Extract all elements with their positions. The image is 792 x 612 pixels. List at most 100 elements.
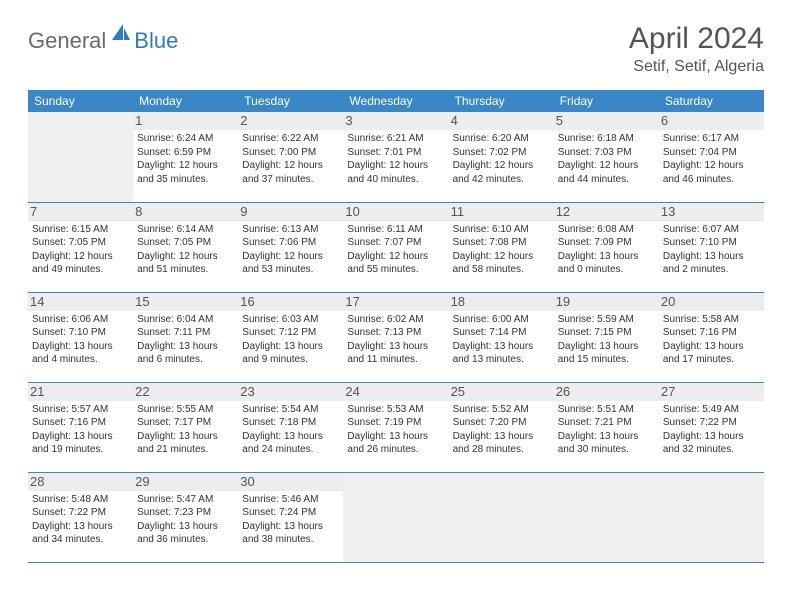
day-number: 13 (659, 203, 764, 221)
day-cell: 13 Sunrise: 6:07 AMSunset: 7:10 PMDayligh… (659, 202, 764, 292)
logo-text-blue: Blue (134, 28, 178, 54)
empty-cell (28, 112, 133, 202)
day-cell: 30Sunrise: 5:46 AMSunset: 7:24 PMDayligh… (238, 472, 343, 562)
weekday-header: Saturday (659, 90, 764, 112)
day-details: Sunrise: 5:54 AMSunset: 7:18 PMDaylight:… (242, 403, 339, 457)
day-details: Sunrise: 6:08 AMSunset: 7:09 PMDaylight:… (558, 223, 655, 277)
day-number: 23 (238, 383, 343, 401)
weekday-header: Thursday (449, 90, 554, 112)
day-cell: 5Sunrise: 6:18 AMSunset: 7:03 PMDaylight… (554, 112, 659, 202)
day-cell: 15 Sunrise: 6:04 AMSunset: 7:11 PMDayligh… (133, 292, 238, 382)
day-number: 9 (238, 203, 343, 221)
weekday-header: Sunday (28, 90, 133, 112)
calendar-week-row: 14 Sunrise: 6:06 AMSunset: 7:10 PMDayligh… (28, 292, 764, 382)
day-number: 25 (449, 383, 554, 401)
day-number: 1 (133, 112, 238, 130)
day-cell: 12 Sunrise: 6:08 AMSunset: 7:09 PMDayligh… (554, 202, 659, 292)
calendar-week-row: 28 Sunrise: 5:48 AMSunset: 7:22 PMDayligh… (28, 472, 764, 562)
day-details: Sunrise: 5:51 AMSunset: 7:21 PMDaylight:… (558, 403, 655, 457)
day-cell: 11 Sunrise: 6:10 AMSunset: 7:08 PMDayligh… (449, 202, 554, 292)
day-cell: 29 Sunrise: 5:47 AMSunset: 7:23 PMDayligh… (133, 472, 238, 562)
day-number: 8 (133, 203, 238, 221)
day-cell: 17Sunrise: 6:02 AMSunset: 7:13 PMDayligh… (343, 292, 448, 382)
day-cell: 24 Sunrise: 5:53 AMSunset: 7:19 PMDayligh… (343, 382, 448, 472)
calendar-page: General Blue April 2024 Setif, Setif, Al… (0, 0, 792, 563)
weekday-header: Monday (133, 90, 238, 112)
day-details: Sunrise: 6:04 AMSunset: 7:11 PMDaylight:… (137, 313, 234, 367)
day-details: Sunrise: 6:07 AMSunset: 7:10 PMDaylight:… (663, 223, 760, 277)
day-cell: 21Sunrise: 5:57 AMSunset: 7:16 PMDayligh… (28, 382, 133, 472)
day-details: Sunrise: 5:49 AMSunset: 7:22 PMDaylight:… (663, 403, 760, 457)
weekday-header: Wednesday (343, 90, 448, 112)
day-cell: 18Sunrise: 6:00 AMSunset: 7:14 PMDayligh… (449, 292, 554, 382)
day-details: Sunrise: 6:17 AMSunset: 7:04 PMDaylight:… (663, 132, 760, 186)
day-details: Sunrise: 6:20 AMSunset: 7:02 PMDaylight:… (453, 132, 550, 186)
day-cell: 28 Sunrise: 5:48 AMSunset: 7:22 PMDayligh… (28, 472, 133, 562)
day-cell: 26Sunrise: 5:51 AMSunset: 7:21 PMDayligh… (554, 382, 659, 472)
day-details: Sunrise: 5:52 AMSunset: 7:20 PMDaylight:… (453, 403, 550, 457)
weekday-header: Friday (554, 90, 659, 112)
day-cell: 6 Sunrise: 6:17 AMSunset: 7:04 PMDaylight… (659, 112, 764, 202)
empty-cell (449, 472, 554, 562)
day-cell: 2Sunrise: 6:22 AMSunset: 7:00 PMDaylight… (238, 112, 343, 202)
day-details: Sunrise: 5:55 AMSunset: 7:17 PMDaylight:… (137, 403, 234, 457)
day-cell: 16Sunrise: 6:03 AMSunset: 7:12 PMDayligh… (238, 292, 343, 382)
day-cell: 8 Sunrise: 6:14 AMSunset: 7:05 PMDaylight… (133, 202, 238, 292)
day-details: Sunrise: 6:10 AMSunset: 7:08 PMDaylight:… (453, 223, 550, 277)
day-details: Sunrise: 6:02 AMSunset: 7:13 PMDaylight:… (347, 313, 444, 367)
day-number: 14 (28, 293, 133, 311)
day-cell: 23 Sunrise: 5:54 AMSunset: 7:18 PMDayligh… (238, 382, 343, 472)
day-number: 6 (659, 112, 764, 130)
day-number: 20 (659, 293, 764, 311)
calendar-week-row: 21Sunrise: 5:57 AMSunset: 7:16 PMDayligh… (28, 382, 764, 472)
day-number: 28 (28, 473, 133, 491)
day-number: 19 (554, 293, 659, 311)
day-number: 11 (449, 203, 554, 221)
day-number: 2 (238, 112, 343, 130)
day-number: 4 (449, 112, 554, 130)
day-number: 29 (133, 473, 238, 491)
day-number: 7 (28, 203, 133, 221)
day-number: 22 (133, 383, 238, 401)
day-details: Sunrise: 6:14 AMSunset: 7:05 PMDaylight:… (137, 223, 234, 277)
day-cell: 4 Sunrise: 6:20 AMSunset: 7:02 PMDaylight… (449, 112, 554, 202)
calendar-week-row: 7Sunrise: 6:15 AMSunset: 7:05 PMDaylight… (28, 202, 764, 292)
calendar-table: SundayMondayTuesdayWednesdayThursdayFrid… (28, 90, 764, 563)
day-number: 3 (343, 112, 448, 130)
calendar-header-row: SundayMondayTuesdayWednesdayThursdayFrid… (28, 90, 764, 112)
day-cell: 22 Sunrise: 5:55 AMSunset: 7:17 PMDayligh… (133, 382, 238, 472)
day-number: 12 (554, 203, 659, 221)
day-number: 24 (343, 383, 448, 401)
day-details: Sunrise: 6:06 AMSunset: 7:10 PMDaylight:… (32, 313, 129, 367)
title-block: April 2024 Setif, Setif, Algeria (629, 22, 764, 76)
day-details: Sunrise: 5:46 AMSunset: 7:24 PMDaylight:… (242, 493, 339, 547)
day-number: 5 (554, 112, 659, 130)
day-details: Sunrise: 5:58 AMSunset: 7:16 PMDaylight:… (663, 313, 760, 367)
logo: General Blue (28, 22, 178, 54)
day-details: Sunrise: 5:53 AMSunset: 7:19 PMDaylight:… (347, 403, 444, 457)
day-number: 10 (343, 203, 448, 221)
day-details: Sunrise: 6:21 AMSunset: 7:01 PMDaylight:… (347, 132, 444, 186)
day-details: Sunrise: 5:47 AMSunset: 7:23 PMDaylight:… (137, 493, 234, 547)
location-text: Setif, Setif, Algeria (629, 58, 764, 76)
page-header: General Blue April 2024 Setif, Setif, Al… (28, 22, 764, 76)
day-details: Sunrise: 5:57 AMSunset: 7:16 PMDaylight:… (32, 403, 129, 457)
weekday-header: Tuesday (238, 90, 343, 112)
day-cell: 25 Sunrise: 5:52 AMSunset: 7:20 PMDayligh… (449, 382, 554, 472)
day-cell: 1Sunrise: 6:24 AMSunset: 6:59 PMDaylight… (133, 112, 238, 202)
day-cell: 9Sunrise: 6:13 AMSunset: 7:06 PMDaylight… (238, 202, 343, 292)
day-number: 27 (659, 383, 764, 401)
calendar-body: 1Sunrise: 6:24 AMSunset: 6:59 PMDaylight… (28, 112, 764, 562)
day-number: 15 (133, 293, 238, 311)
day-details: Sunrise: 5:48 AMSunset: 7:22 PMDaylight:… (32, 493, 129, 547)
empty-cell (659, 472, 764, 562)
day-cell: 20 Sunrise: 5:58 AMSunset: 7:16 PMDayligh… (659, 292, 764, 382)
logo-sail-icon (110, 22, 132, 47)
empty-cell (343, 472, 448, 562)
calendar-week-row: 1Sunrise: 6:24 AMSunset: 6:59 PMDaylight… (28, 112, 764, 202)
day-details: Sunrise: 6:00 AMSunset: 7:14 PMDaylight:… (453, 313, 550, 367)
day-cell: 7Sunrise: 6:15 AMSunset: 7:05 PMDaylight… (28, 202, 133, 292)
day-details: Sunrise: 6:11 AMSunset: 7:07 PMDaylight:… (347, 223, 444, 277)
month-title: April 2024 (629, 22, 764, 56)
day-details: Sunrise: 6:03 AMSunset: 7:12 PMDaylight:… (242, 313, 339, 367)
